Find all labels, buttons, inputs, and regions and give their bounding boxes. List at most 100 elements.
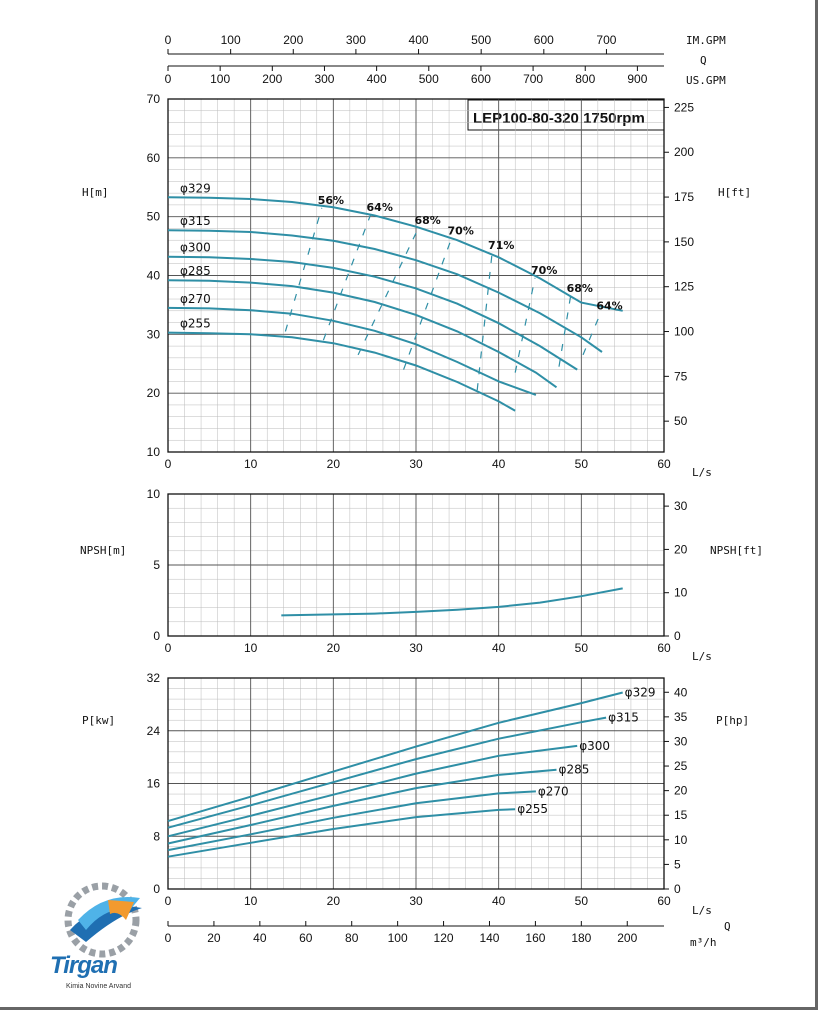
im-gpm-tick-label: 200: [283, 33, 303, 47]
efficiency-line: [514, 277, 536, 373]
power-curve: [167, 744, 578, 838]
head-curve: [167, 229, 603, 353]
head-curve-label: φ300: [180, 241, 211, 255]
m3h-tick-label: 120: [434, 931, 454, 945]
us-gpm-tick-label: 800: [575, 72, 595, 86]
power-y-tick-label: 0: [153, 882, 160, 896]
efficiency-line: [403, 238, 453, 370]
p-kw-label: P[kw]: [82, 714, 115, 727]
m3h-tick-label: 100: [388, 931, 408, 945]
efficiency-label: 64%: [596, 300, 622, 313]
power-x-tick-label: 0: [165, 894, 172, 908]
m3h-tick-label: 20: [207, 931, 221, 945]
npsh-y-tick-label: 0: [153, 629, 160, 643]
logo-wordmark: Tirgan: [50, 952, 118, 979]
head-y2-tick-label: 75: [674, 369, 688, 383]
head-x-tick-label: 30: [409, 457, 423, 471]
page-border: [0, 0, 818, 1010]
power-x-tick-label: 10: [244, 894, 258, 908]
ls-label-npsh: L/s: [692, 650, 712, 663]
npsh-y-tick-label: 10: [147, 487, 161, 501]
power-curve: [167, 768, 557, 845]
logo-subtitle: Kimia Novine Arvand: [66, 983, 131, 990]
us-gpm-tick-label: 900: [627, 72, 647, 86]
power-y-tick-label: 24: [147, 724, 161, 738]
us-gpm-tick-label: 700: [523, 72, 543, 86]
power-y2-tick-label: 5: [674, 857, 681, 871]
npsh-curve: [281, 587, 623, 617]
head-x-tick-label: 50: [575, 457, 589, 471]
power-y2-tick-label: 15: [674, 808, 688, 822]
head-y-tick-label: 60: [147, 151, 161, 165]
head-y-tick-label: 20: [147, 386, 161, 400]
power-curve: [167, 716, 607, 829]
efficiency-line: [284, 207, 323, 332]
power-curve-label: φ270: [538, 784, 569, 798]
head-y2-tick-label: 175: [674, 190, 694, 204]
m3h-label: m³/h: [690, 936, 717, 949]
npsh-x-tick-label: 10: [244, 641, 258, 655]
efficiency-label: 70%: [448, 224, 474, 237]
head-y-tick-label: 40: [147, 269, 161, 283]
head-curve-label: φ255: [180, 317, 211, 331]
efficiency-label: 68%: [567, 282, 593, 295]
head-curve-label: φ270: [180, 292, 211, 306]
head-x-tick-label: 10: [244, 457, 258, 471]
m3h-tick-label: 140: [479, 931, 499, 945]
efficiency-line: [558, 296, 572, 367]
head-x-tick-label: 40: [492, 457, 506, 471]
power-curve-label: φ255: [517, 802, 548, 816]
im-gpm-tick-label: 700: [596, 33, 616, 47]
im-gpm-tick-label: 600: [534, 33, 554, 47]
power-x-tick-label: 20: [327, 894, 341, 908]
efficiency-line: [582, 313, 601, 356]
m3h-tick-label: 40: [253, 931, 267, 945]
q-bottom-label: Q: [724, 920, 731, 933]
m3h-tick-label: 0: [165, 931, 172, 945]
npsh-x-tick-label: 20: [327, 641, 341, 655]
npsh-x-tick-label: 0: [165, 641, 172, 655]
head-y2-tick-label: 200: [674, 145, 694, 159]
npsh-y2-tick-label: 30: [674, 499, 688, 513]
tirgan-logo-emblem: [64, 882, 142, 958]
m3h-tick-label: 160: [525, 931, 545, 945]
efficiency-label: 64%: [367, 201, 393, 214]
im-gpm-tick-label: 300: [346, 33, 366, 47]
head-y2-tick-label: 125: [674, 280, 694, 294]
us-gpm-tick-label: 0: [165, 72, 172, 86]
efficiency-label: 68%: [414, 214, 440, 227]
ls-label-power: L/s: [692, 904, 712, 917]
power-curve-label: φ329: [625, 686, 656, 700]
power-curve: [167, 691, 623, 823]
power-y2-tick-label: 10: [674, 833, 688, 847]
us-gpm-tick-label: 100: [210, 72, 230, 86]
head-curve: [167, 196, 623, 312]
us-gpm-tick-label: 200: [262, 72, 282, 86]
npsh-y-tick-label: 5: [153, 558, 160, 572]
power-curve: [167, 808, 516, 858]
us-gpm-tick-label: 400: [367, 72, 387, 86]
power-x-tick-label: 50: [575, 894, 589, 908]
efficiency-line: [322, 214, 372, 341]
npsh-x-tick-label: 60: [657, 641, 671, 655]
npsh-x-tick-label: 50: [575, 641, 589, 655]
head-y-tick-label: 30: [147, 327, 161, 341]
power-y2-tick-label: 35: [674, 710, 688, 724]
power-y2-tick-label: 20: [674, 784, 688, 798]
im-gpm-tick-label: 100: [221, 33, 241, 47]
power-y-tick-label: 32: [147, 671, 161, 685]
head-y2-tick-label: 50: [674, 414, 688, 428]
efficiency-label: 70%: [531, 264, 557, 277]
head-y2-tick-label: 100: [674, 325, 694, 339]
head-curve-label: φ315: [180, 214, 211, 228]
efficiency-label: 56%: [318, 194, 344, 207]
head-y2-tick-label: 150: [674, 235, 694, 249]
npsh-x-tick-label: 40: [492, 641, 506, 655]
head-curve: [167, 306, 537, 396]
h-m-label: H[m]: [82, 186, 109, 199]
q-top-label: Q: [700, 54, 707, 67]
head-curve-label: φ285: [180, 264, 211, 278]
us-gpm-tick-label: 600: [471, 72, 491, 86]
head-y-tick-label: 50: [147, 210, 161, 224]
